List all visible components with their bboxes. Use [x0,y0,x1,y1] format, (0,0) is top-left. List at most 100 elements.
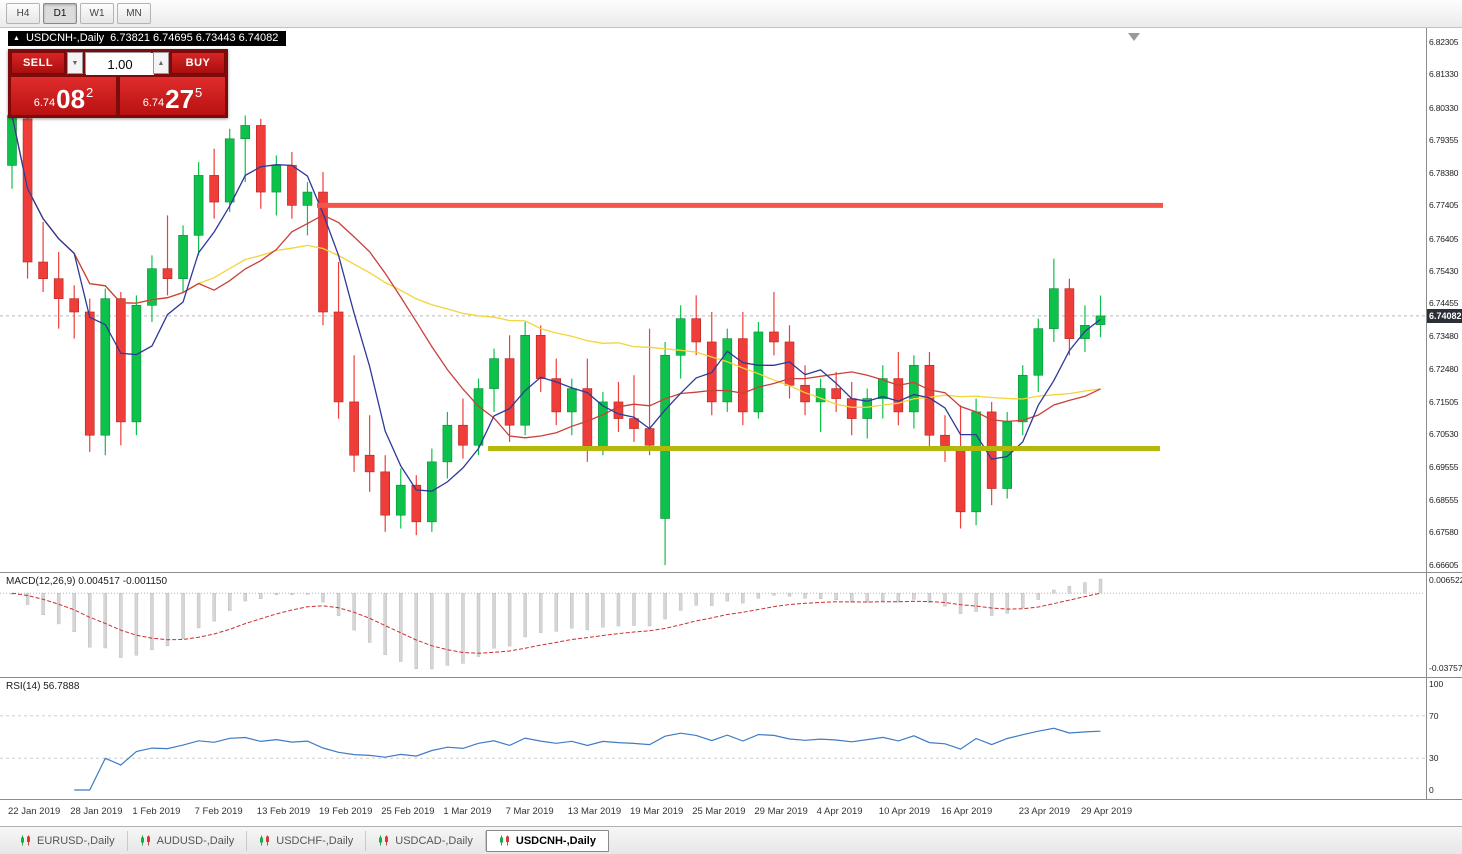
timeframe-button-d1[interactable]: D1 [43,3,77,24]
price-tick-label: 6.66605 [1429,559,1459,570]
rsi-label: RSI(14) 56.7888 [6,681,80,692]
date-tick-label: 25 Feb 2019 [381,806,435,817]
macd-signal-line [11,592,1101,654]
date-tick-label: 13 Feb 2019 [256,806,311,817]
price-tick-label: 6.75430 [1429,266,1459,276]
chart-ohlc-values: 6.73821 6.74695 6.73443 6.74082 [110,32,279,44]
tab-label: USDCAD-,Daily [395,834,473,847]
price-tick-label: 6.72480 [1429,364,1459,375]
price-tick-label: 6.67580 [1429,527,1459,538]
tab-usdchf-daily[interactable]: USDCHF-,Daily [247,830,367,851]
chart-title-strip: ▲ USDCNH-,Daily 6.73821 6.74695 6.73443 … [8,31,287,46]
volume-increase-button[interactable]: ▲ [153,52,169,74]
tab-label: AUDUSD-,Daily [156,834,235,847]
tab-eurusd-daily[interactable]: EURUSD-,Daily [8,830,128,851]
macd-pane[interactable]: MACD(12,26,9) 0.004517 -0.001150 0.00652… [0,573,1462,678]
timeframe-button-h4[interactable]: H4 [6,3,40,24]
buy-price-pip: 5 [195,85,203,100]
candlestick-chart-canvas[interactable] [0,28,1425,572]
buy-price-big: 27 [165,84,195,114]
sell-price-pip: 2 [86,85,94,100]
timeframe-button-w1[interactable]: W1 [80,3,114,24]
macd-scale-label: 0.006522 [1429,575,1462,585]
price-tick-label: 6.81330 [1429,69,1459,80]
instrument-marker-icon: ▲ [13,34,20,42]
buy-button[interactable]: BUY [171,52,225,74]
date-tick-label: 1 Feb 2019 [132,806,181,817]
price-tick-label: 6.79355 [1429,135,1459,146]
macd-label: MACD(12,26,9) 0.004517 -0.001150 [6,576,168,587]
price-tick-label: 6.82305 [1429,37,1459,47]
chart-tabs-bar: EURUSD-,Daily AUDUSD-,Daily USDCHF-,Daily U… [0,826,1462,854]
macd-chart-canvas [0,578,1425,670]
chart-symbol-label: USDCNH-,Daily [25,32,105,44]
sell-button[interactable]: SELL [11,52,65,74]
tab-usdcad-daily[interactable]: USDCAD-,Daily [366,830,486,851]
ma-fast-line [11,115,1101,492]
price-tick-label: 6.68555 [1429,495,1459,505]
date-tick-label: 13 Mar 2019 [567,806,622,817]
price-tick-label: 6.77405 [1429,200,1459,211]
price-tick-label: 6.80330 [1429,102,1459,113]
rsi-chart-canvas [0,715,1425,791]
candlestick-icon [20,835,32,846]
date-tick-label: 25 Mar 2019 [692,806,746,817]
sell-price-main: 6.74 [33,97,56,109]
price-tick-label: 6.70530 [1429,429,1459,440]
rsi-pane[interactable]: RSI(14) 56.7888 100 70 30 0 [0,678,1462,800]
price-tick-label: 6.78380 [1429,167,1459,178]
candlestick-icon [499,835,511,846]
timeframe-button-mn[interactable]: MN [117,3,151,24]
tab-usdcnh-daily[interactable]: USDCNH-,Daily [485,829,609,852]
candlestick-icon [259,835,271,846]
chart-shift-marker-icon [1128,33,1140,41]
volume-decrease-button[interactable]: ▼ [67,52,83,74]
macd-histogram [10,578,1103,670]
price-axis[interactable]: 6.74082 6.82305 6.81330 6.80330 6.79355 6.78… [1426,28,1462,572]
current-price-badge: 6.74082 [1427,308,1462,323]
date-tick-label: 29 Apr 2019 [1080,806,1133,817]
date-tick-label: 7 Mar 2019 [505,806,554,817]
candlestick-icon [378,835,390,846]
date-tick-label: 19 Feb 2019 [319,806,373,817]
rsi-scale-label: 70 [1429,710,1439,721]
candlestick-icon [140,835,152,846]
rsi-scale-label: 100 [1429,679,1444,689]
date-tick-label: 16 Apr 2019 [941,806,993,817]
tab-label: USDCHF-,Daily [276,834,354,847]
buy-price-main: 6.74 [142,97,165,109]
sell-price-big: 08 [56,84,86,114]
rsi-scale-label: 30 [1429,753,1439,764]
tab-audusd-daily[interactable]: AUDUSD-,Daily [128,830,248,851]
date-tick-label: 1 Mar 2019 [443,806,492,817]
main-chart-pane[interactable]: ▲ USDCNH-,Daily 6.73821 6.74695 6.73443 … [0,28,1462,573]
timeframe-toolbar: H4 D1 W1 MN [0,0,1462,28]
price-tick-label: 6.69555 [1429,461,1459,472]
date-axis[interactable]: 22 Jan 2019 28 Jan 2019 1 Feb 2019 7 Feb 20… [0,800,1462,826]
ma-mid-line [11,115,1101,439]
date-tick-label: 7 Feb 2019 [194,806,243,817]
price-tick-label: 6.74455 [1429,298,1459,309]
one-click-trade-panel: SELL ▼ ▲ BUY 6.74 08 2 6.74 27 5 [8,49,228,118]
candlesticks-layer [7,95,1106,566]
tab-label: USDCNH-,Daily [515,834,596,847]
rsi-axis: 100 70 30 0 [1426,678,1462,799]
price-tick-label: 6.73480 [1429,330,1459,341]
date-tick-label: 4 Apr 2019 [816,806,863,817]
price-tick-label: 6.71505 [1429,396,1459,407]
tab-label: EURUSD-,Daily [37,834,115,847]
rsi-line [74,727,1101,791]
buy-price-tile[interactable]: 6.74 27 5 [120,77,225,115]
date-tick-label: 29 Mar 2019 [754,806,808,817]
macd-scale-label: -0.03757 [1429,663,1462,673]
date-tick-label: 23 Apr 2019 [1018,806,1070,817]
sell-price-tile[interactable]: 6.74 08 2 [11,77,116,115]
date-tick-label: 28 Jan 2019 [70,806,123,817]
date-tick-label: 22 Jan 2019 [8,806,61,817]
rsi-scale-label: 0 [1429,785,1434,795]
macd-axis: 0.006522 -0.03757 [1426,573,1462,677]
volume-input[interactable] [86,53,154,75]
price-tick-label: 6.76405 [1429,233,1459,244]
date-tick-label: 19 Mar 2019 [630,806,684,817]
date-tick-label: 10 Apr 2019 [878,806,931,817]
